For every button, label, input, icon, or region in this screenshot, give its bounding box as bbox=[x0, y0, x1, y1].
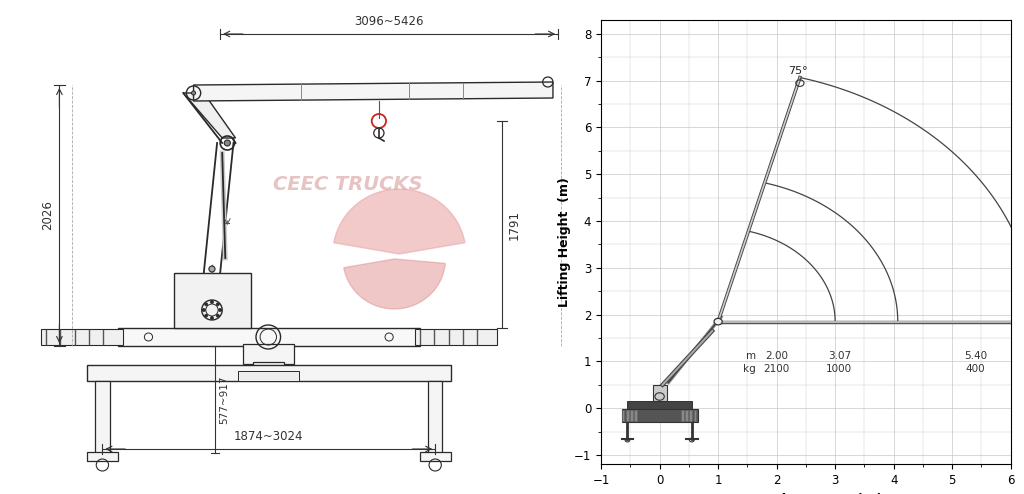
X-axis label: Operation Range(m): Operation Range(m) bbox=[729, 493, 883, 494]
Bar bbox=[420, 452, 451, 461]
Circle shape bbox=[205, 303, 208, 306]
Bar bbox=[243, 344, 294, 364]
Bar bbox=[253, 362, 284, 376]
Bar bbox=[87, 365, 451, 381]
Text: 5.40: 5.40 bbox=[964, 351, 987, 361]
Bar bbox=[622, 409, 697, 422]
Y-axis label: Lifting Height  (m): Lifting Height (m) bbox=[558, 177, 571, 307]
Text: 2100: 2100 bbox=[764, 364, 790, 373]
Bar bbox=[681, 410, 684, 421]
Circle shape bbox=[219, 308, 221, 312]
Text: 1791: 1791 bbox=[508, 209, 521, 240]
Bar bbox=[628, 401, 692, 411]
Circle shape bbox=[191, 91, 196, 95]
Text: 577~917: 577~917 bbox=[219, 375, 229, 424]
Text: 1874~3024: 1874~3024 bbox=[234, 430, 303, 443]
Circle shape bbox=[216, 303, 219, 306]
Text: 3.07: 3.07 bbox=[827, 351, 851, 361]
Circle shape bbox=[203, 308, 205, 312]
Bar bbox=[95, 381, 110, 453]
Text: 400: 400 bbox=[966, 364, 985, 373]
Polygon shape bbox=[183, 93, 236, 138]
Circle shape bbox=[209, 266, 215, 272]
Bar bbox=[428, 381, 442, 453]
Text: m: m bbox=[746, 351, 756, 361]
Bar bbox=[693, 410, 696, 421]
Bar bbox=[174, 273, 251, 328]
Wedge shape bbox=[344, 259, 445, 309]
Bar bbox=[689, 410, 692, 421]
Bar bbox=[652, 385, 667, 401]
Circle shape bbox=[224, 140, 230, 146]
Text: 2.00: 2.00 bbox=[765, 351, 788, 361]
Text: 2026: 2026 bbox=[41, 201, 54, 230]
Bar bbox=[41, 329, 123, 345]
Text: 75°: 75° bbox=[788, 66, 808, 76]
Text: 3096~5426: 3096~5426 bbox=[354, 15, 424, 28]
Bar bbox=[622, 410, 625, 421]
Bar bbox=[685, 410, 688, 421]
Bar bbox=[626, 410, 629, 421]
Bar bbox=[415, 329, 497, 345]
Circle shape bbox=[211, 300, 214, 303]
Circle shape bbox=[205, 314, 208, 317]
Text: CEEC TRUCKS: CEEC TRUCKS bbox=[273, 174, 423, 194]
Polygon shape bbox=[194, 82, 553, 101]
Bar bbox=[118, 328, 420, 346]
Circle shape bbox=[216, 314, 219, 317]
Text: kg: kg bbox=[743, 364, 756, 373]
Bar bbox=[87, 452, 118, 461]
Text: 1000: 1000 bbox=[826, 364, 852, 373]
Circle shape bbox=[211, 317, 214, 320]
Wedge shape bbox=[334, 189, 465, 254]
Bar bbox=[634, 410, 637, 421]
Bar bbox=[630, 410, 633, 421]
Circle shape bbox=[714, 318, 722, 325]
Bar bbox=[238, 371, 299, 381]
